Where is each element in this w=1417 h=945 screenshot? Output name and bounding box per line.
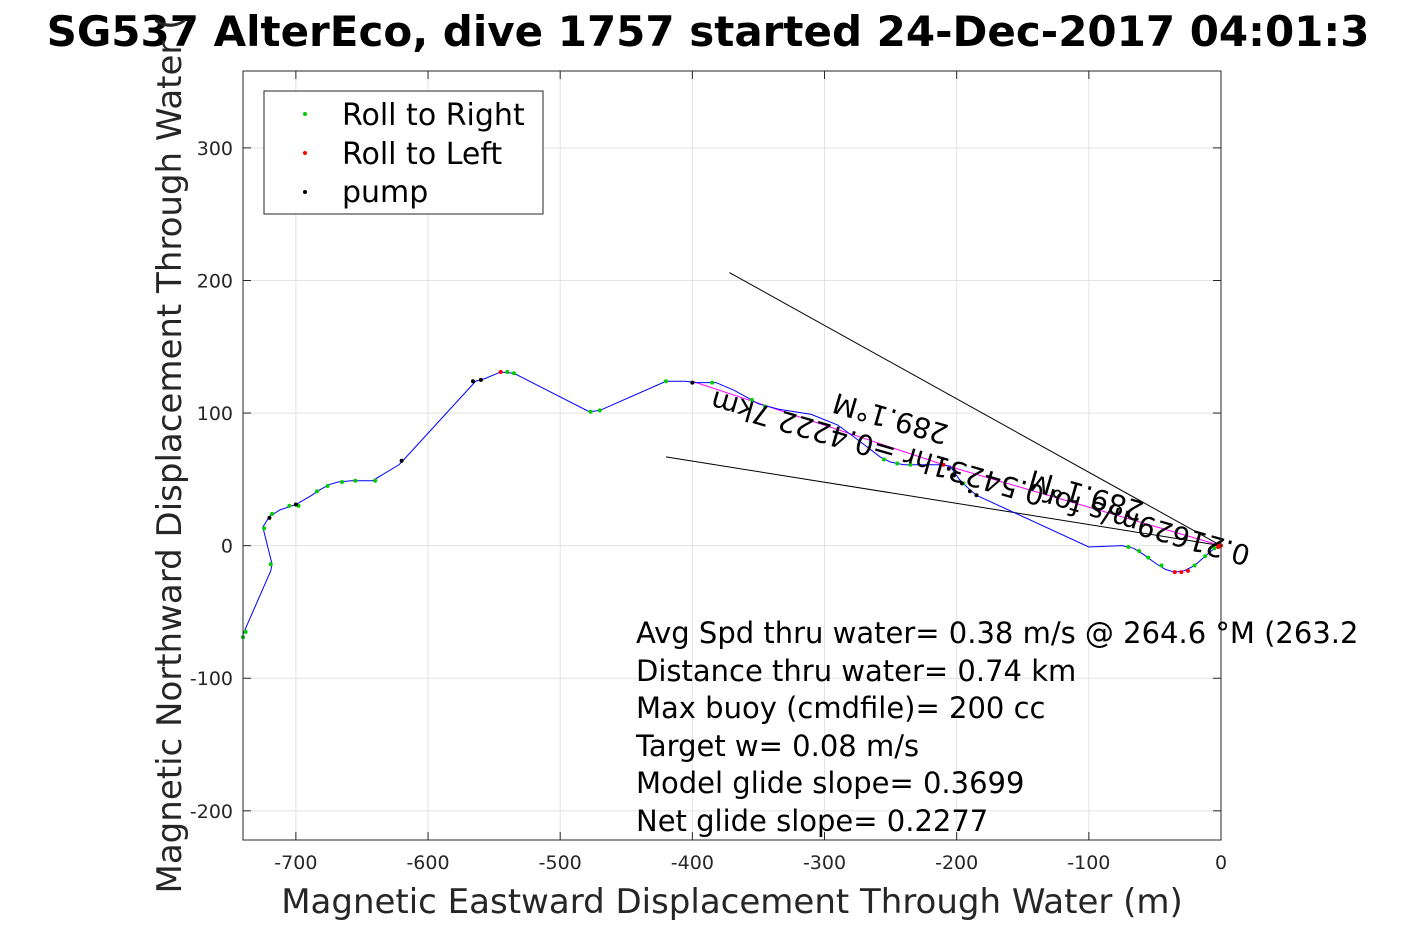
bearing-line (729, 272, 1222, 547)
roll-right-point (340, 480, 345, 485)
roll-right-point (373, 478, 378, 483)
plot-area: -700 -600 -500 -400 -300 -200 -100 0 -200 -100 0 10… (190, 70, 1254, 874)
roll-right-point (895, 461, 900, 466)
y-tick-label: 100 (197, 403, 233, 425)
x-tick-label: -300 (803, 852, 846, 874)
roll-right-point (663, 379, 668, 384)
legend-box (263, 90, 544, 215)
x-axis-label: Magnetic Eastward Displacement Through W… (281, 882, 1183, 922)
roll-left-point (1185, 568, 1190, 573)
roll-right-point (353, 478, 358, 483)
roll-right-point (588, 409, 593, 414)
roll-right-point (511, 371, 516, 376)
y-tick-label: 0 (221, 536, 233, 558)
chart-title: SG537 AlterEco, dive 1757 started 24-Dec… (47, 7, 1370, 56)
annotation-target-w: Target w= 0.08 m/s (635, 729, 919, 763)
roll-right-point (270, 511, 275, 516)
x-tick-label: -500 (539, 852, 582, 874)
stats-annotations: Avg Spd thru water= 0.38 m/s @ 264.6 °M … (635, 616, 1358, 838)
roll-right-point (243, 629, 248, 634)
x-tick-label: -700 (274, 852, 317, 874)
roll-right-point (315, 489, 320, 494)
legend-marker-roll-left (303, 151, 307, 155)
roll-right-point (287, 503, 292, 508)
pump-point (952, 473, 957, 478)
annotation-model-glide: Model glide slope= 0.3699 (636, 766, 1024, 800)
axis-ticks: -700 -600 -500 -400 -300 -200 -100 0 -200 -100 0 10… (190, 71, 1227, 874)
y-tick-label: -200 (190, 801, 233, 823)
x-tick-label: -100 (1067, 852, 1110, 874)
pump-point (293, 502, 298, 507)
pump-point (478, 377, 483, 382)
roll-left-point (1172, 570, 1177, 575)
roll-right-point (268, 562, 273, 567)
y-tick-label: 300 (197, 138, 233, 160)
annotation-net-glide: Net glide slope= 0.2277 (636, 804, 988, 838)
roll-right-point (881, 457, 886, 462)
roll-right-point (1146, 555, 1151, 560)
pump-point (959, 481, 964, 486)
roll-right-point (763, 404, 768, 409)
roll-right-point (1159, 563, 1164, 568)
bearing-line (665, 456, 1222, 547)
reference-lines (665, 272, 1222, 547)
pump-point (399, 458, 404, 463)
roll-left-point (941, 462, 946, 467)
roll-right-point (749, 397, 754, 402)
legend-label-roll-left: Roll to Left (342, 137, 502, 172)
roll-right-point (505, 369, 510, 374)
legend: Roll to Right Roll to Left pump (263, 90, 544, 215)
axes-box (242, 70, 1222, 841)
roll-left-point (1179, 570, 1184, 575)
pump-point (470, 379, 475, 384)
legend-label-pump: pump (342, 175, 428, 210)
legend-label-roll-right: Roll to Right (342, 98, 525, 133)
roll-left-point (498, 369, 503, 374)
x-tick-label: -200 (935, 852, 978, 874)
x-tick-label: -400 (671, 852, 714, 874)
roll-right-point (1212, 546, 1217, 551)
data-series (241, 369, 1223, 640)
roll-right-point (597, 408, 602, 413)
roll-right-point (1203, 554, 1208, 559)
y-tick-label: 200 (197, 270, 233, 292)
pump-point (946, 466, 951, 471)
roll-right-point (710, 380, 715, 385)
roll-right-point (908, 462, 913, 467)
pump-point (690, 380, 695, 385)
legend-marker-pump (303, 190, 307, 194)
roll-right-point (262, 526, 267, 531)
roll-right-point (1126, 544, 1131, 549)
roll-right-point (1192, 563, 1197, 568)
pump-point (267, 515, 272, 520)
y-axis-label: Magnetic Northward Displacement Through … (150, 17, 190, 894)
x-tick-label: 0 (1215, 852, 1227, 874)
roll-left-point (1216, 544, 1221, 549)
y-tick-label: -100 (190, 668, 233, 690)
annotation-avg-speed: Avg Spd thru water= 0.38 m/s @ 264.6 °M … (636, 616, 1358, 650)
pump-point (974, 493, 979, 498)
x-tick-label: -600 (406, 852, 449, 874)
roll-right-point (325, 483, 330, 488)
legend-marker-roll-right (303, 112, 307, 116)
roll-right-point (1137, 548, 1142, 553)
annotation-distance: Distance thru water= 0.74 km (636, 654, 1076, 688)
annotation-max-buoy: Max buoy (cmdfile)= 200 cc (636, 691, 1045, 725)
pump-point (967, 489, 972, 494)
